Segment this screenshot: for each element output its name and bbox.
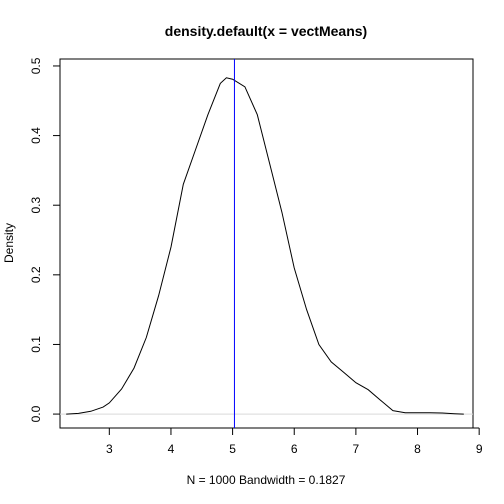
y-tick-label: 0.3 xyxy=(29,197,43,214)
x-tick-label: 5 xyxy=(229,442,236,456)
x-tick-label: 7 xyxy=(353,442,360,456)
y-tick-label: 0.5 xyxy=(29,57,43,74)
y-tick-label: 0.4 xyxy=(29,127,43,144)
x-tick-label: 4 xyxy=(168,442,175,456)
y-tick-label: 0.2 xyxy=(29,266,43,283)
plot-frame xyxy=(59,58,474,429)
x-tick-label: 3 xyxy=(106,442,113,456)
x-axis: 3 4 5 6 7 8 9 xyxy=(106,427,483,456)
y-axis: 0.0 0.1 0.2 0.3 0.4 0.5 xyxy=(29,57,61,422)
x-tick-label: 6 xyxy=(291,442,298,456)
y-axis-label: Density xyxy=(2,223,16,263)
chart-title: density.default(x = vectMeans) xyxy=(165,23,367,39)
density-curve xyxy=(66,77,464,415)
x-axis-label: N = 1000 Bandwidth = 0.1827 xyxy=(187,473,346,487)
x-tick-label: 9 xyxy=(476,442,483,456)
y-tick-label: 0.1 xyxy=(29,336,43,353)
y-tick-label: 0.0 xyxy=(29,405,43,422)
x-tick-label: 8 xyxy=(414,442,421,456)
